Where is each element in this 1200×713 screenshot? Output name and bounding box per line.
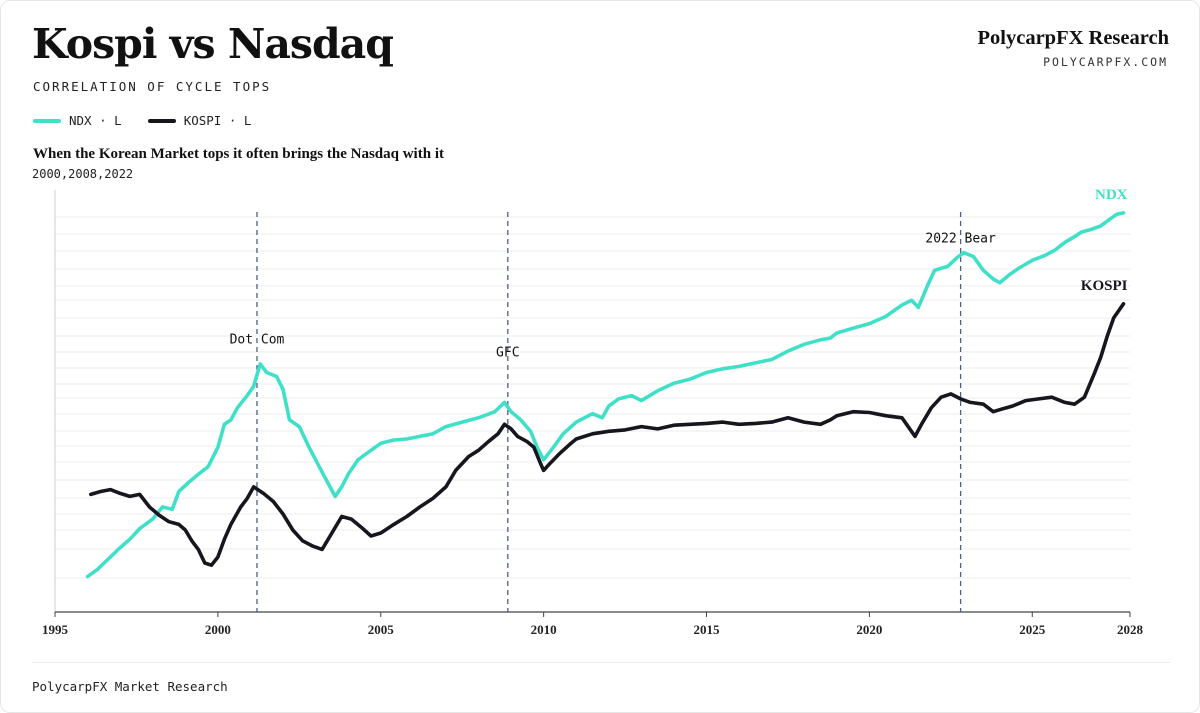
chart-legend: NDX · L KOSPI · L [33,113,277,128]
x-tick-label-2000: 2000 [205,622,231,637]
brand-url: POLYCARPFX.COM [1043,55,1168,69]
page-subtitle: CORRELATION OF CYCLE TOPS [33,79,272,94]
chart-headline: When the Korean Market tops it often bri… [33,146,444,162]
brand-name: PolycarpFX Research [977,27,1169,49]
annotation-label-1: GFC [496,345,519,360]
series-end-label-ndx: NDX [1095,187,1128,203]
series-end-label-kospi: KOSPI [1081,278,1128,294]
footer-text: PolycarpFX Market Research [32,679,228,694]
x-tick-label-2010: 2010 [531,622,557,637]
series-line-ndx [85,211,1126,579]
legend-item-ndx: NDX · L [33,113,122,128]
legend-label-kospi: KOSPI · L [183,113,252,128]
footer-divider [32,662,1170,663]
x-tick-label-2005: 2005 [368,622,395,637]
x-tick-label-2020: 2020 [856,622,882,637]
x-tick-label-2028: 2028 [1117,622,1144,637]
page-title: Kospi vs Nasdaq [32,20,394,68]
legend-label-ndx: NDX · L [69,113,122,128]
x-tick-label-1995: 1995 [42,622,69,637]
legend-swatch-ndx [33,118,61,123]
x-tick-label-2015: 2015 [694,622,721,637]
x-tick-label-2025: 2025 [1019,622,1046,637]
series-line-kospi [89,302,1126,567]
legend-swatch-kospi [147,118,176,123]
annotation-label-2: 2022 Bear [925,231,996,246]
chart-years-note: 2000,2008,2022 [32,167,134,181]
annotation-label-0: Dot Com [230,332,285,347]
legend-item-kospi: KOSPI · L [147,113,252,128]
